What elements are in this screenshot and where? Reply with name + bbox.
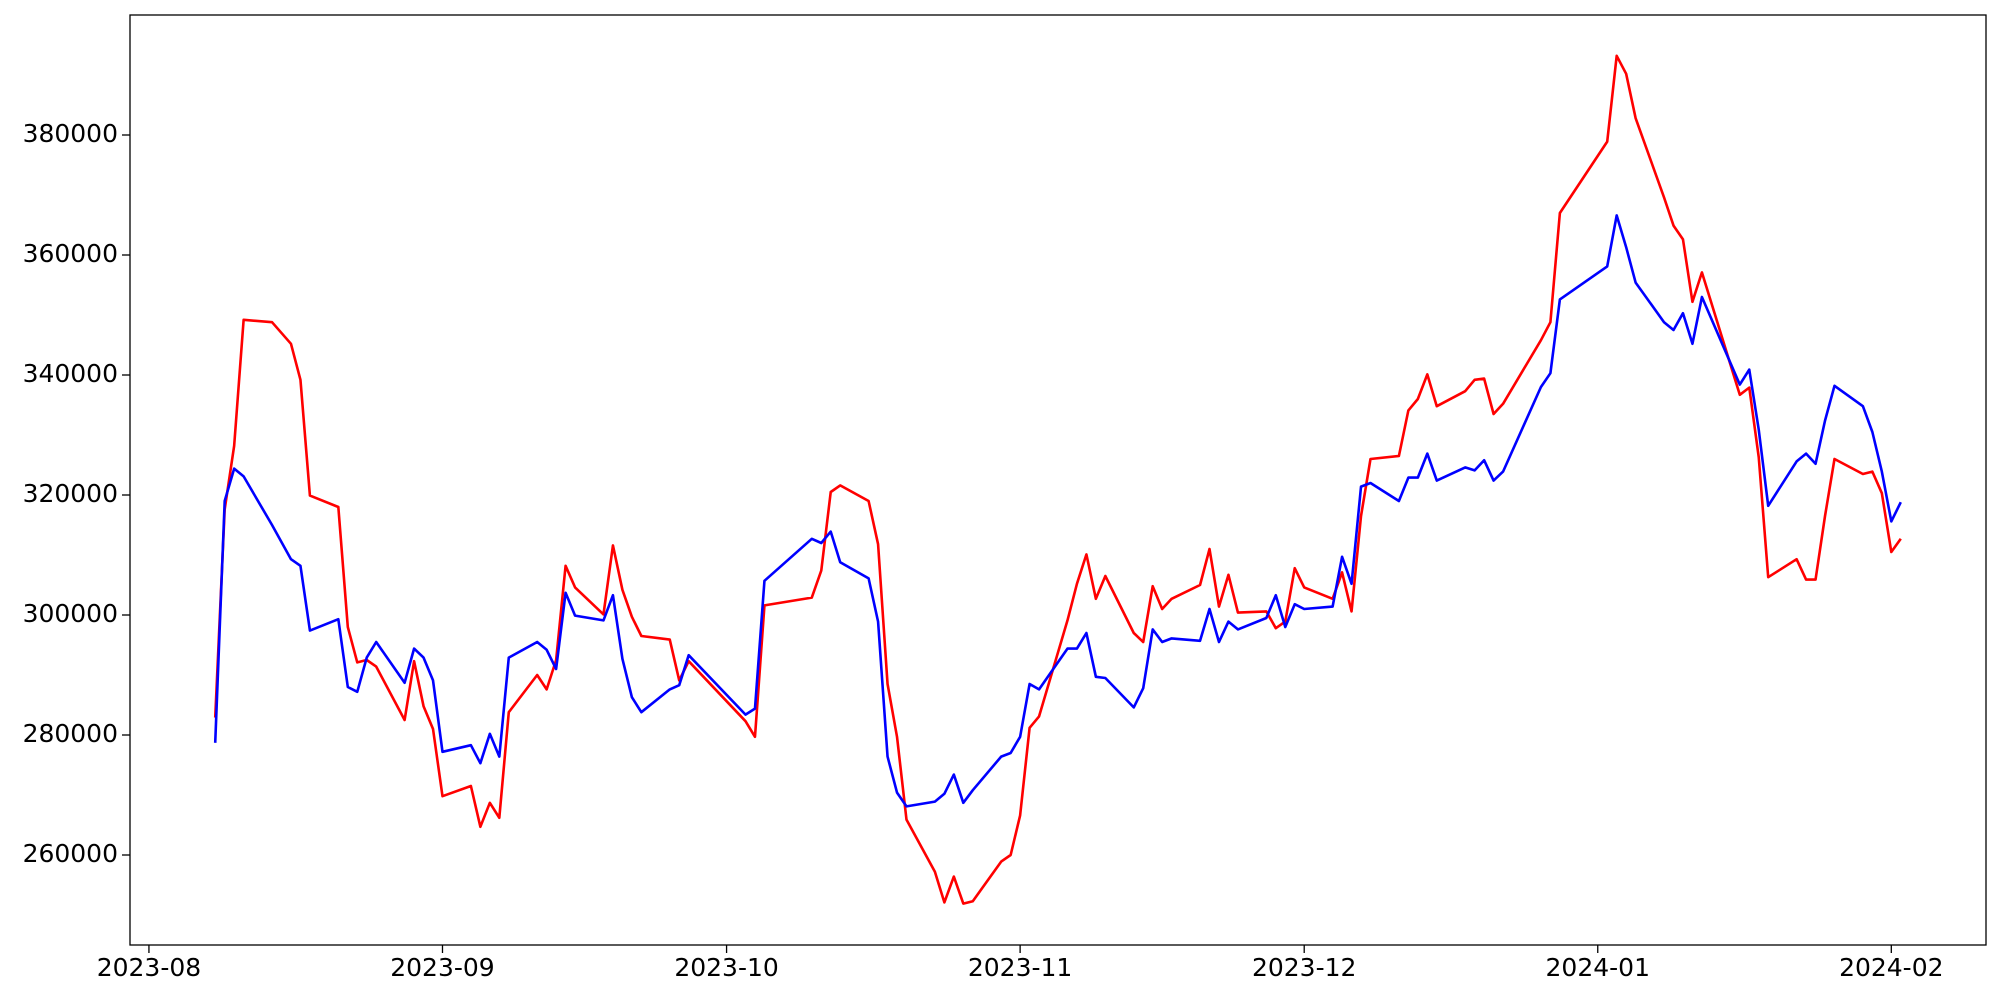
y-tick-label: 380000 [23,119,118,148]
plot-frame [129,14,1987,946]
y-tick-label: 260000 [23,839,118,868]
series-line [213,214,1902,808]
x-tick-label: 2024-02 [1839,953,1943,982]
x-tick-label: 2024-01 [1546,953,1650,982]
y-tick-label: 280000 [23,719,118,748]
y-tick-label: 300000 [23,599,118,628]
x-tick-label: 2023-11 [968,953,1072,982]
x-tick-label: 2023-09 [390,953,494,982]
y-tick-label: 320000 [23,479,118,508]
series-line [213,54,1902,905]
x-tick-label: 2023-08 [97,953,201,982]
x-tick-label: 2023-12 [1252,953,1356,982]
y-tick-label: 360000 [23,239,118,268]
x-tick-label: 2023-10 [674,953,778,982]
y-tick-label: 340000 [23,359,118,388]
